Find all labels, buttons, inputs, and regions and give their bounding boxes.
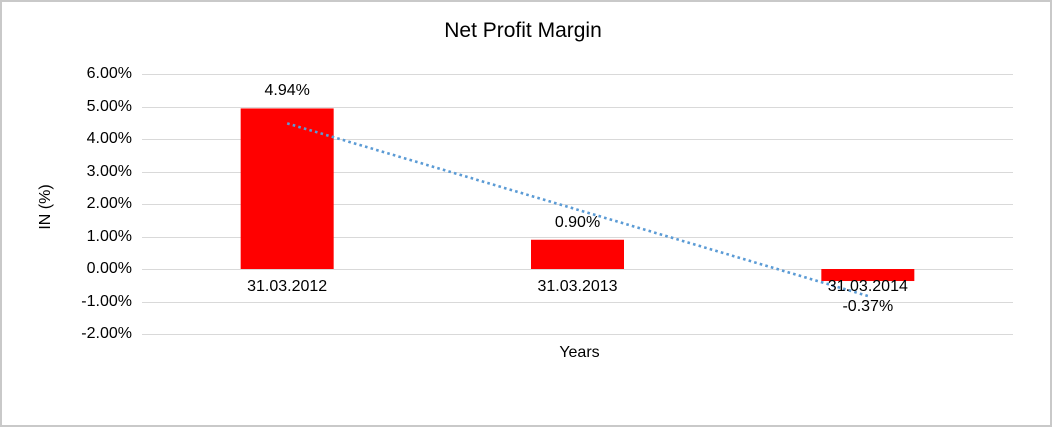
bar-31.03.2012[interactable]: [240, 108, 334, 269]
y-tick-label: 5.00%: [86, 97, 132, 115]
y-tick-label: 1.00%: [86, 227, 132, 245]
x-category-label: 31.03.2013: [537, 278, 618, 295]
trendline[interactable]: [286, 122, 869, 298]
bar-data-label: 4.94%: [264, 82, 310, 100]
chart-title: Net Profit Margin: [444, 19, 602, 42]
y-tick-label: 3.00%: [86, 162, 132, 180]
y-tick-label: -1.00%: [81, 292, 132, 310]
bar-31.03.2013[interactable]: [531, 239, 624, 269]
x-category-label: 31.03.2012: [247, 278, 328, 295]
y-tick-label: -2.00%: [81, 325, 132, 342]
bar-31.03.2014[interactable]: [821, 269, 915, 282]
x-axis-title: Years: [559, 344, 600, 361]
y-tick-label: 2.00%: [86, 195, 132, 212]
y-tick-label: 0.00%: [86, 260, 132, 277]
y-tick-label: 6.00%: [86, 65, 132, 82]
x-category-label: 31.03.2014: [827, 278, 908, 295]
bar-data-label: -0.37%: [842, 298, 894, 316]
bar-data-label: 0.90%: [554, 213, 601, 231]
y-tick-label: 4.00%: [86, 130, 132, 147]
